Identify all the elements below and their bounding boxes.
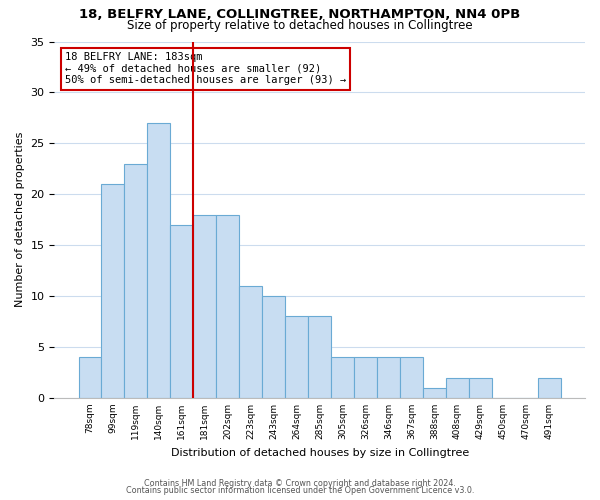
Bar (469, 378, 492, 398)
Bar (400, 357, 423, 398)
Text: 18 BELFRY LANE: 183sqm
← 49% of detached houses are smaller (92)
50% of semi-det: 18 BELFRY LANE: 183sqm ← 49% of detached… (65, 52, 346, 86)
Bar (285, 316, 308, 398)
Bar (170, 225, 193, 398)
Text: 18, BELFRY LANE, COLLINGTREE, NORTHAMPTON, NN4 0PB: 18, BELFRY LANE, COLLINGTREE, NORTHAMPTO… (79, 8, 521, 20)
Bar (79, 357, 101, 398)
Bar (217, 214, 239, 398)
Bar (148, 123, 170, 398)
Bar (423, 388, 446, 398)
Bar (124, 164, 148, 398)
Y-axis label: Number of detached properties: Number of detached properties (15, 132, 25, 308)
Bar (101, 184, 124, 398)
Bar (262, 296, 285, 398)
Bar (446, 378, 469, 398)
Bar (377, 357, 400, 398)
Bar (193, 214, 217, 398)
Bar (331, 357, 354, 398)
X-axis label: Distribution of detached houses by size in Collingtree: Distribution of detached houses by size … (170, 448, 469, 458)
Bar (538, 378, 561, 398)
Text: Contains public sector information licensed under the Open Government Licence v3: Contains public sector information licen… (126, 486, 474, 495)
Bar (354, 357, 377, 398)
Text: Contains HM Land Registry data © Crown copyright and database right 2024.: Contains HM Land Registry data © Crown c… (144, 478, 456, 488)
Bar (308, 316, 331, 398)
Bar (239, 286, 262, 398)
Text: Size of property relative to detached houses in Collingtree: Size of property relative to detached ho… (127, 19, 473, 32)
